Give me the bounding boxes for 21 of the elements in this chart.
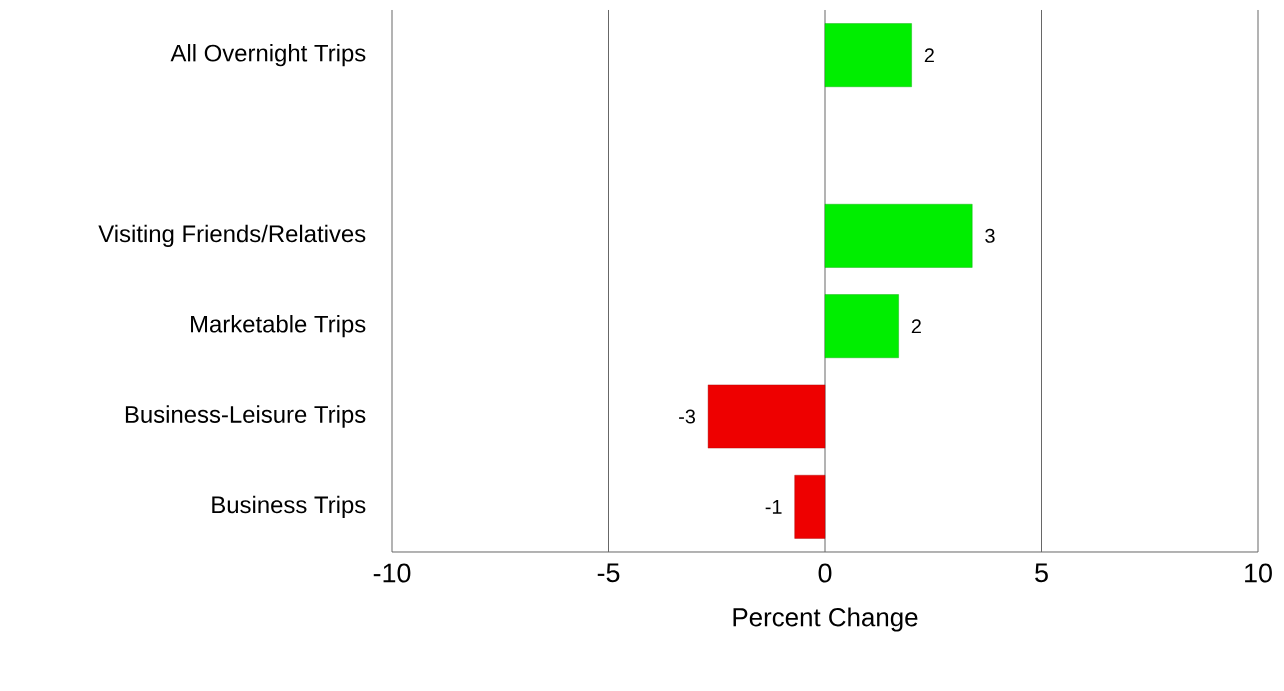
y-tick-label: Business-Leisure Trips — [125, 405, 366, 428]
y-tick-label: Visiting Friends/Relatives — [98, 224, 366, 247]
x-tick-label: -10 — [373, 563, 411, 583]
data-label: 2 — [911, 319, 921, 334]
x-axis-title: Percent Change — [733, 607, 918, 632]
bar — [707, 384, 826, 449]
x-tick-label: 5 — [1035, 563, 1048, 583]
bar — [824, 23, 912, 87]
data-label: 3 — [985, 228, 995, 243]
y-tick-label: Marketable Trips — [191, 315, 366, 338]
bar — [794, 475, 826, 539]
data-label: -3 — [679, 409, 696, 424]
data-label: -1 — [765, 499, 782, 514]
bar — [824, 294, 899, 358]
x-tick-label: -5 — [597, 563, 620, 583]
data-label: 2 — [924, 48, 934, 63]
x-tick-label: 10 — [1245, 563, 1272, 583]
bar — [824, 204, 973, 268]
y-tick-label: Business Trips — [212, 495, 366, 518]
y-tick-label: All Overnight Trips — [170, 44, 366, 67]
x-tick-label: 0 — [818, 563, 832, 583]
